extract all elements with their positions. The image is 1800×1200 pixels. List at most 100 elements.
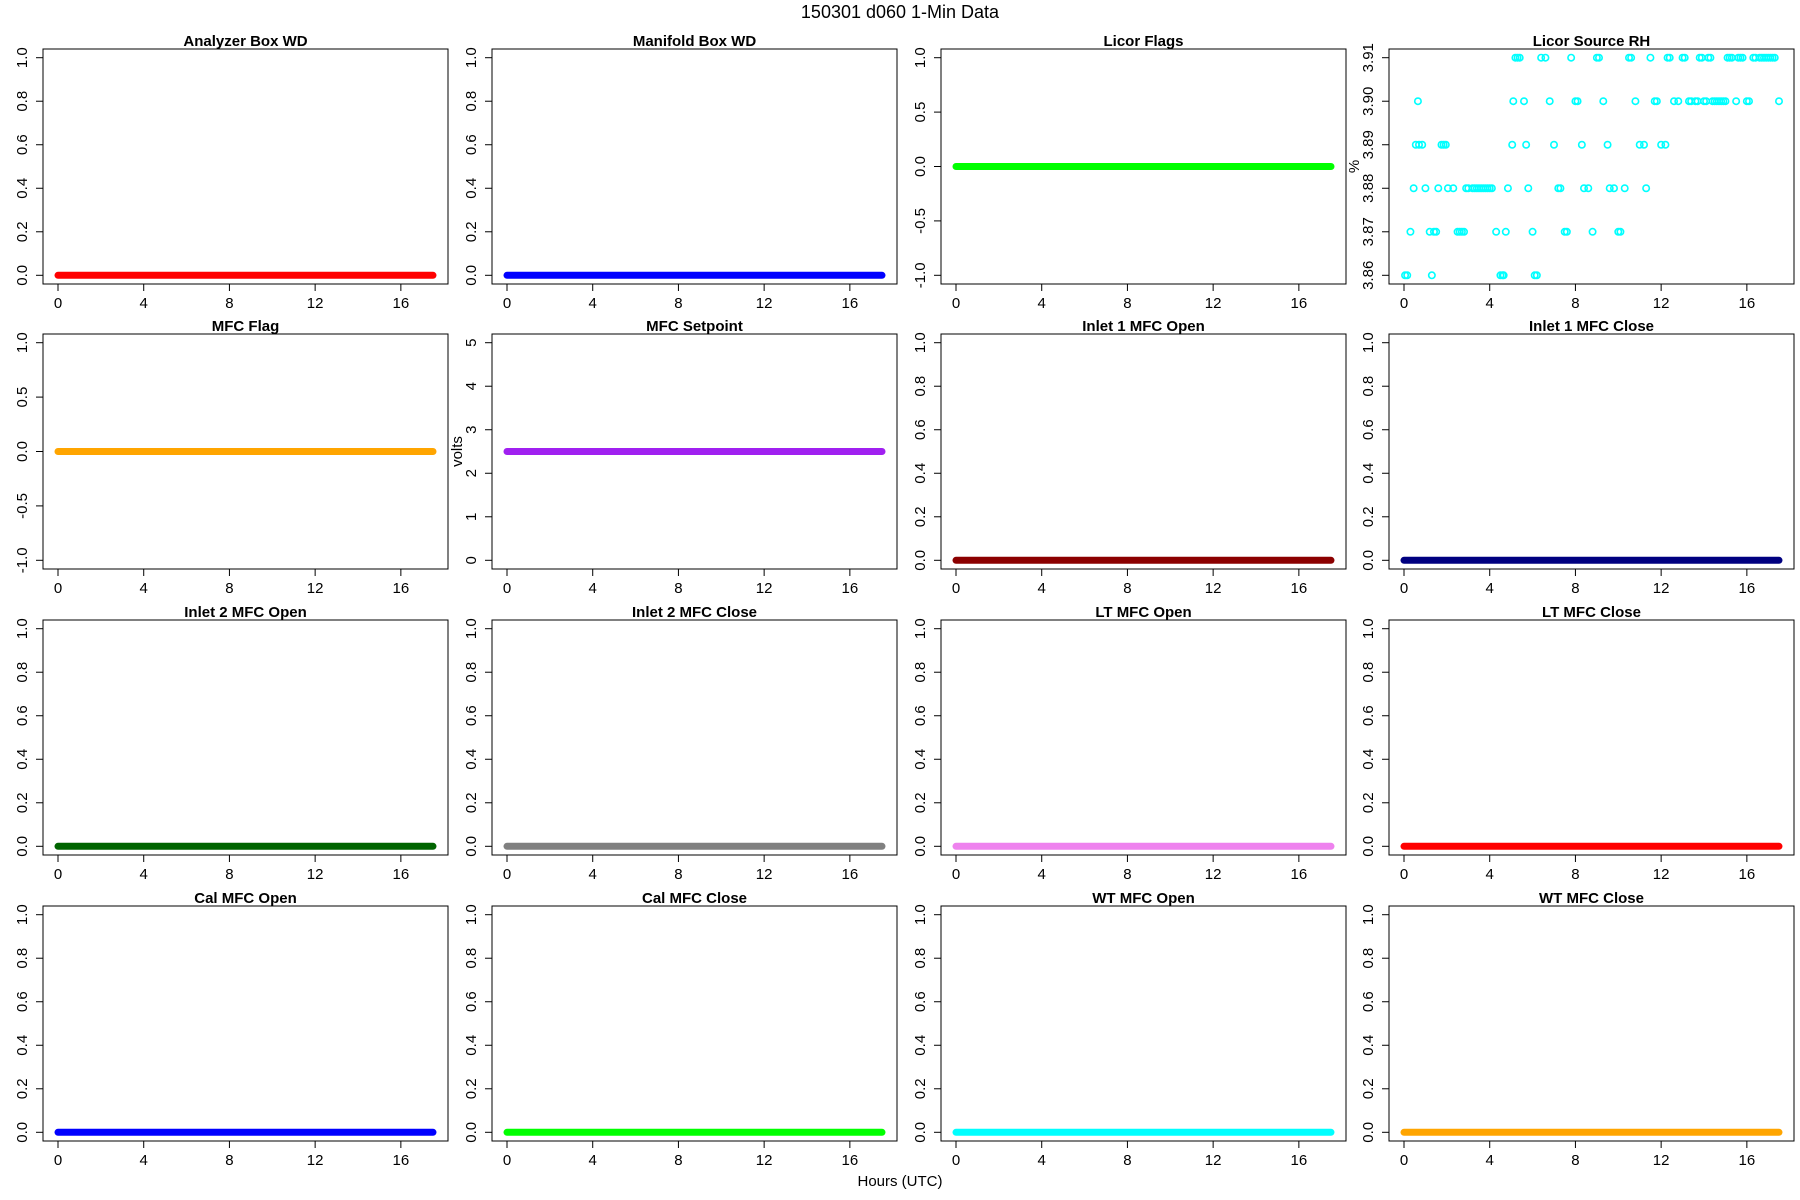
y-tick-label: 3.86: [1360, 261, 1377, 290]
y-tick-label: 4: [463, 382, 480, 390]
y-tick-label: 3.90: [1360, 87, 1377, 116]
data-point: [1706, 53, 1715, 62]
data-point: [1406, 227, 1415, 236]
y-tick-label: 0.0: [1360, 550, 1377, 571]
x-tick-label: 12: [307, 580, 324, 597]
data-point: [1403, 271, 1412, 280]
y-tick-label: 0.4: [912, 463, 929, 484]
x-tick-label: 4: [140, 295, 148, 312]
panel-11: LT MFC Close 0 4 8 12 16 0.0 0.2 0.4 0.6 0.8 1.0: [1360, 604, 1795, 883]
x-tick-label: 12: [756, 295, 773, 312]
panel-title: Cal MFC Close: [642, 890, 747, 907]
plot-frame: [940, 905, 1347, 1142]
panel-0: Analyzer Box WD 0 4 8 12 16 0.0 0.2 0.4 0.6 0.8 1.0: [14, 33, 449, 312]
y-tick-label: 0.2: [14, 221, 31, 242]
x-tick-label: 16: [393, 1152, 410, 1169]
data-point: [1522, 140, 1531, 149]
panel-title: Cal MFC Open: [194, 890, 297, 907]
data-point: [1616, 227, 1625, 236]
data-point: [1775, 97, 1784, 106]
x-tick-label: 12: [1205, 1152, 1222, 1169]
y-tick-label: 0.4: [14, 178, 31, 199]
x-tick-label: 4: [1486, 866, 1494, 883]
y-tick-label: 0.0: [14, 265, 31, 286]
y-tick-label: 1.0: [1360, 904, 1377, 925]
x-tick-label: 0: [503, 580, 511, 597]
y-tick-label: 0.8: [14, 662, 31, 683]
x-tick-label: 8: [225, 580, 233, 597]
x-tick-label: 4: [1038, 580, 1046, 597]
y-tick-label: 0.6: [1360, 991, 1377, 1012]
data-point: [1646, 53, 1655, 62]
y-tick-label: 0.4: [14, 749, 31, 770]
y-tick-label: 0.0: [912, 156, 929, 177]
data-point: [1415, 140, 1424, 149]
x-tick-label: 4: [1486, 1152, 1494, 1169]
panel-7: Inlet 1 MFC Close 0 4 8 12 16 0.0 0.2 0.4 0.6 0.8 1…: [1360, 318, 1795, 597]
panel-title: Analyzer Box WD: [183, 33, 307, 50]
y-tick-label: 0.8: [1360, 948, 1377, 969]
y-tick-label: 0.0: [14, 441, 31, 462]
data-point: [1503, 184, 1512, 193]
panel-title: WT MFC Close: [1539, 890, 1644, 907]
y-tick-label: 0.6: [14, 705, 31, 726]
x-tick-label: 4: [1038, 1152, 1046, 1169]
x-tick-label: 0: [952, 580, 960, 597]
data-point: [1642, 184, 1651, 193]
plot-frame: [940, 333, 1347, 570]
x-tick-label: 0: [54, 580, 62, 597]
y-tick-label: 0.8: [463, 91, 480, 112]
y-tick-label: 0.6: [463, 991, 480, 1012]
y-tick-label: 5: [463, 339, 480, 347]
x-tick-label: 16: [393, 580, 410, 597]
x-tick-label: 12: [1653, 1152, 1670, 1169]
y-tick-label: 3.89: [1360, 130, 1377, 159]
figure-title: 150301 d060 1-Min Data: [801, 2, 1000, 22]
x-tick-label: 8: [1123, 295, 1131, 312]
x-tick-label: 4: [1486, 580, 1494, 597]
x-tick-label: 8: [225, 866, 233, 883]
y-tick-label: 0.0: [463, 265, 480, 286]
plot-frame: [491, 48, 898, 285]
panel-6: Inlet 1 MFC Open 0 4 8 12 16 0.0 0.2 0.4 0.6 0.8 1.…: [912, 318, 1347, 597]
y-tick-label: 0.2: [463, 1078, 480, 1099]
y-axis-label: volts: [449, 436, 466, 467]
y-tick-label: 0.6: [14, 134, 31, 155]
data-point: [1674, 97, 1683, 106]
y-tick-label: 1.0: [14, 47, 31, 68]
data-point: [1721, 97, 1730, 106]
data-point: [1595, 53, 1604, 62]
data-point: [1584, 184, 1593, 193]
x-tick-label: 0: [1400, 1152, 1408, 1169]
plot-frame: [1388, 619, 1795, 856]
y-tick-label: 0.2: [912, 506, 929, 527]
x-tick-label: 16: [842, 866, 859, 883]
x-tick-label: 8: [1123, 866, 1131, 883]
data-point: [1532, 271, 1541, 280]
plot-frame: [42, 905, 449, 1142]
data-point: [1492, 227, 1501, 236]
y-tick-label: 0.0: [912, 550, 929, 571]
y-tick-label: 3: [463, 426, 480, 434]
plot-frame: [42, 48, 449, 285]
panel-title: MFC Setpoint: [646, 318, 743, 335]
panel-title: LT MFC Open: [1095, 604, 1191, 621]
y-tick-label: 0.4: [1360, 463, 1377, 484]
x-tick-label: 4: [140, 1152, 148, 1169]
panel-title: LT MFC Close: [1542, 604, 1641, 621]
y-tick-label: 0.6: [912, 991, 929, 1012]
y-tick-label: 0.8: [1360, 662, 1377, 683]
data-point: [1432, 227, 1441, 236]
x-tick-label: 0: [952, 866, 960, 883]
panel-1: Manifold Box WD 0 4 8 12 16 0.0 0.2 0.4 0.6 0.8 1.0: [463, 33, 898, 312]
plot-frame: [491, 619, 898, 856]
x-tick-label: 8: [674, 295, 682, 312]
data-point: [1580, 184, 1589, 193]
panel-title: Inlet 2 MFC Close: [632, 604, 757, 621]
x-tick-label: 8: [225, 295, 233, 312]
panel-13: Cal MFC Close 0 4 8 12 16 0.0 0.2 0.4 0.6 0.8 1.0: [463, 890, 898, 1169]
data-point: [1443, 184, 1452, 193]
y-tick-label: 0.2: [912, 792, 929, 813]
data-point: [1635, 140, 1644, 149]
data-point: [1620, 184, 1629, 193]
